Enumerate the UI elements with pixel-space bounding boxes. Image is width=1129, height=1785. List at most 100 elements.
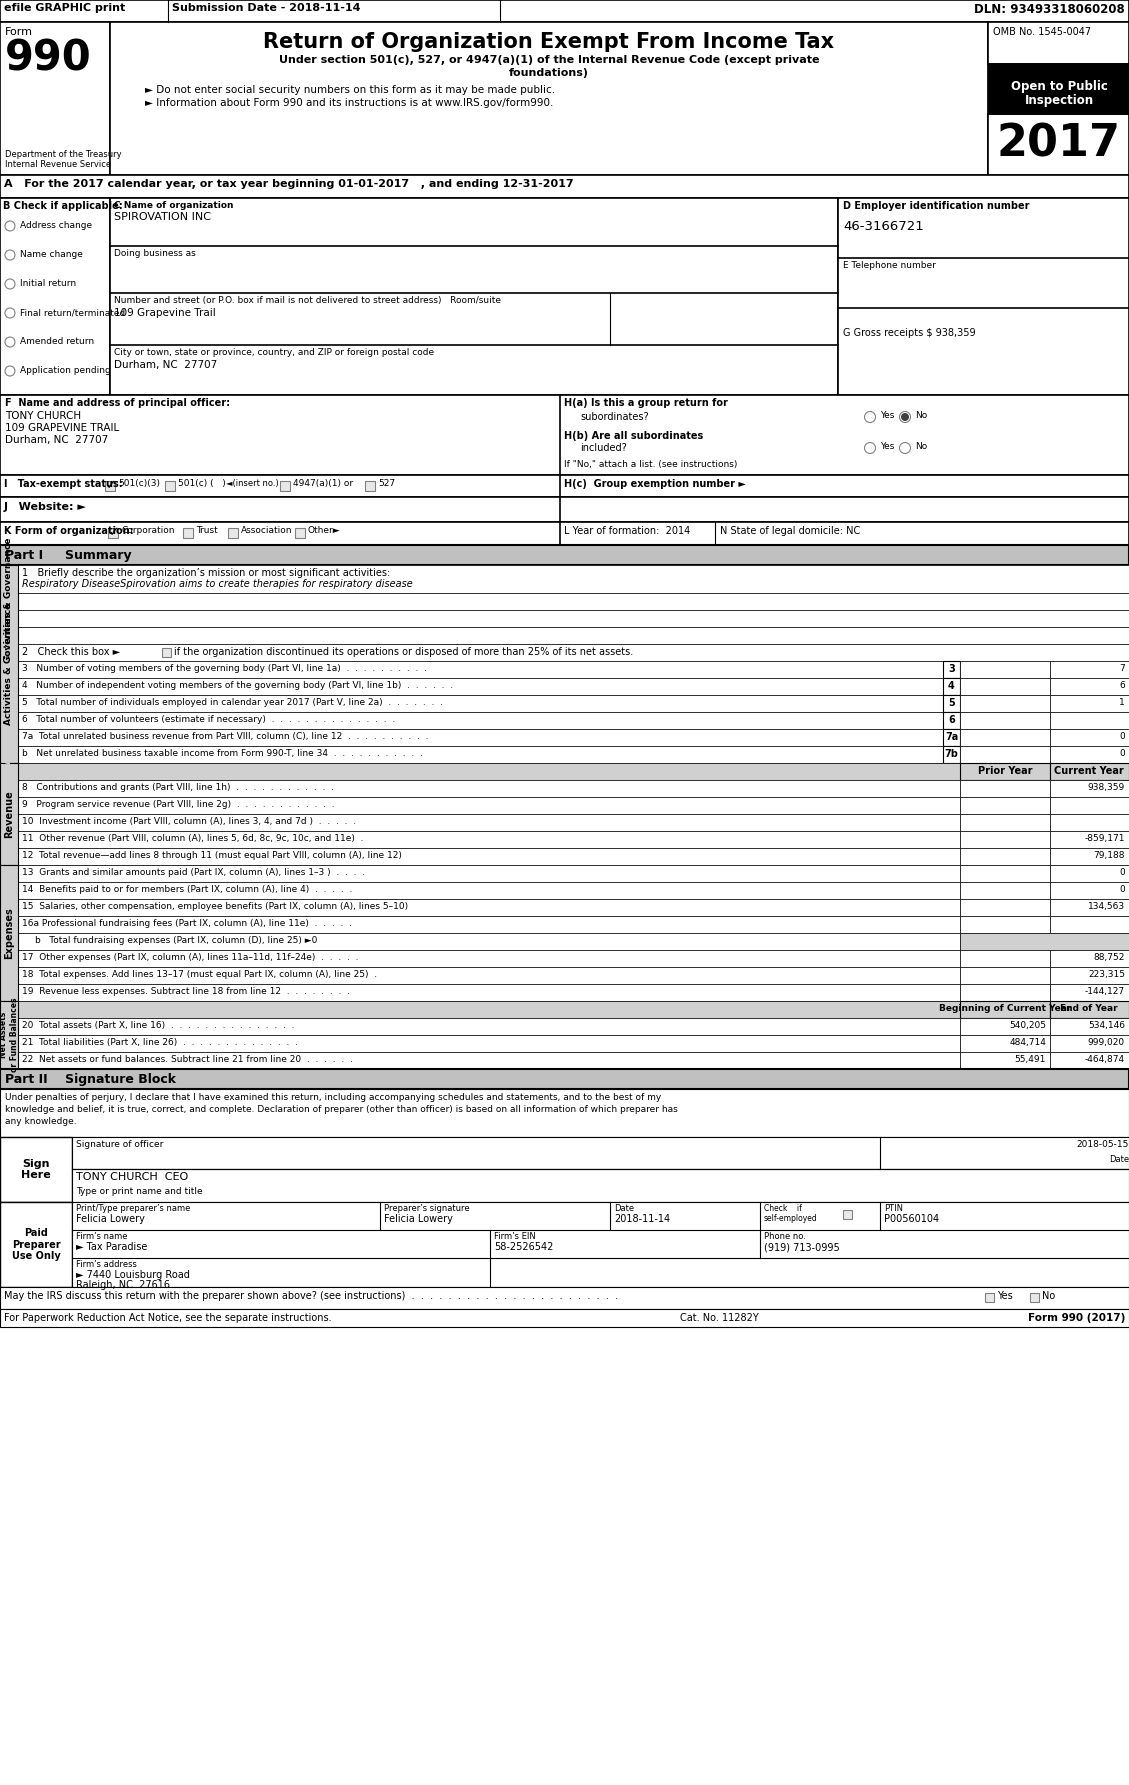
Text: Department of the Treasury: Department of the Treasury bbox=[5, 150, 122, 159]
Text: Corporation: Corporation bbox=[121, 527, 175, 535]
Text: 18  Total expenses. Add lines 13–17 (must equal Part IX, column (A), line 25)  .: 18 Total expenses. Add lines 13–17 (must… bbox=[21, 969, 377, 978]
Bar bbox=[0, 1287, 1129, 1308]
Text: 6: 6 bbox=[948, 716, 955, 725]
Text: 5: 5 bbox=[948, 698, 955, 709]
Bar bbox=[183, 528, 193, 537]
Bar bbox=[72, 1201, 1129, 1287]
Text: ◄(insert no.): ◄(insert no.) bbox=[226, 478, 279, 487]
Bar bbox=[960, 882, 1050, 900]
Text: 990: 990 bbox=[5, 37, 91, 79]
Text: No: No bbox=[914, 443, 927, 452]
Bar bbox=[960, 916, 1050, 934]
Bar bbox=[1050, 984, 1129, 1001]
Bar bbox=[0, 866, 18, 1001]
Text: May the IRS discuss this return with the preparer shown above? (see instructions: May the IRS discuss this return with the… bbox=[5, 1291, 618, 1301]
Text: J   Website: ►: J Website: ► bbox=[5, 502, 87, 512]
Text: Raleigh, NC  27616: Raleigh, NC 27616 bbox=[76, 1280, 170, 1291]
Text: Felicia Lowery: Felicia Lowery bbox=[384, 1214, 453, 1225]
Text: efile GRAPHIC print: efile GRAPHIC print bbox=[5, 4, 125, 12]
Bar bbox=[0, 1308, 1129, 1326]
Circle shape bbox=[902, 414, 909, 419]
Bar bbox=[0, 21, 110, 175]
Text: 2   Check this box ►: 2 Check this box ► bbox=[21, 646, 120, 657]
Text: Firm’s name: Firm’s name bbox=[76, 1232, 128, 1241]
Bar bbox=[0, 175, 1129, 198]
Text: 484,714: 484,714 bbox=[1009, 1039, 1045, 1048]
Text: 7: 7 bbox=[1119, 664, 1124, 673]
Text: Paid
Preparer
Use Only: Paid Preparer Use Only bbox=[11, 1228, 60, 1260]
Bar bbox=[1050, 848, 1129, 866]
Text: 22  Net assets or fund balances. Subtract line 21 from line 20  .  .  .  .  .  .: 22 Net assets or fund balances. Subtract… bbox=[21, 1055, 353, 1064]
Text: 0: 0 bbox=[1119, 732, 1124, 741]
Text: Address change: Address change bbox=[20, 221, 93, 230]
Text: 88,752: 88,752 bbox=[1094, 953, 1124, 962]
Bar bbox=[1050, 1051, 1129, 1069]
Text: Net Assets
or Fund Balances: Net Assets or Fund Balances bbox=[0, 998, 19, 1073]
Bar bbox=[1050, 694, 1129, 712]
Text: Cat. No. 11282Y: Cat. No. 11282Y bbox=[680, 1314, 759, 1323]
Text: 527: 527 bbox=[378, 478, 395, 487]
Text: if the organization discontinued its operations or disposed of more than 25% of : if the organization discontinued its ope… bbox=[174, 646, 633, 657]
Text: 7a: 7a bbox=[945, 732, 959, 743]
Bar bbox=[0, 1137, 72, 1201]
Bar bbox=[960, 1017, 1050, 1035]
Text: 3   Number of voting members of the governing body (Part VI, line 1a)  .  .  .  : 3 Number of voting members of the govern… bbox=[21, 664, 427, 673]
Text: TONY CHURCH: TONY CHURCH bbox=[5, 411, 81, 421]
Text: PTIN: PTIN bbox=[884, 1205, 903, 1214]
Text: P00560104: P00560104 bbox=[884, 1214, 939, 1225]
Text: Revenue: Revenue bbox=[5, 791, 14, 837]
Bar bbox=[943, 660, 960, 678]
Text: 1   Briefly describe the organization’s mission or most significant activities:: 1 Briefly describe the organization’s mi… bbox=[21, 568, 391, 578]
Text: Yes: Yes bbox=[879, 411, 894, 419]
Text: 8   Contributions and grants (Part VIII, line 1h)  .  .  .  .  .  .  .  .  .  . : 8 Contributions and grants (Part VIII, l… bbox=[21, 784, 334, 793]
Bar bbox=[72, 1169, 1129, 1201]
Bar bbox=[960, 694, 1050, 712]
Text: 19  Revenue less expenses. Subtract line 18 from line 12  .  .  .  .  .  .  .  .: 19 Revenue less expenses. Subtract line … bbox=[21, 987, 350, 996]
Text: b   Total fundraising expenses (Part IX, column (D), line 25) ►0: b Total fundraising expenses (Part IX, c… bbox=[35, 935, 317, 944]
Text: b   Net unrelated business taxable income from Form 990-T, line 34  .  .  .  .  : b Net unrelated business taxable income … bbox=[21, 750, 423, 759]
Text: Check    if
self-employed: Check if self-employed bbox=[764, 1205, 817, 1223]
Text: Date: Date bbox=[1109, 1155, 1129, 1164]
Text: No: No bbox=[914, 411, 927, 419]
Text: 4947(a)(1) or: 4947(a)(1) or bbox=[294, 478, 353, 487]
Text: Prior Year: Prior Year bbox=[978, 766, 1032, 776]
Text: Trust: Trust bbox=[196, 527, 218, 535]
Text: SPIROVATION INC: SPIROVATION INC bbox=[114, 212, 211, 221]
Text: DLN: 93493318060208: DLN: 93493318060208 bbox=[974, 4, 1124, 16]
Text: Open to Public: Open to Public bbox=[1010, 80, 1108, 93]
Text: Yes: Yes bbox=[997, 1291, 1013, 1301]
Text: 501(c) (   ): 501(c) ( ) bbox=[178, 478, 226, 487]
Text: Activities & Governance: Activities & Governance bbox=[5, 643, 14, 764]
Text: 4: 4 bbox=[948, 682, 955, 691]
Bar bbox=[1050, 1001, 1129, 1017]
Bar bbox=[1050, 678, 1129, 694]
Bar bbox=[960, 1051, 1050, 1069]
Bar bbox=[365, 480, 375, 491]
Text: ► Tax Paradise: ► Tax Paradise bbox=[76, 1242, 148, 1251]
Bar bbox=[18, 832, 960, 848]
Bar bbox=[18, 627, 1129, 644]
Text: 79,188: 79,188 bbox=[1094, 851, 1124, 860]
Text: 15  Salaries, other compensation, employee benefits (Part IX, column (A), lines : 15 Salaries, other compensation, employe… bbox=[21, 901, 408, 910]
Bar bbox=[960, 984, 1050, 1001]
Text: Other►: Other► bbox=[308, 527, 341, 535]
Text: ✓: ✓ bbox=[107, 527, 119, 539]
Bar bbox=[988, 21, 1129, 64]
Text: H(c)  Group exemption number ►: H(c) Group exemption number ► bbox=[564, 478, 746, 489]
Text: 13  Grants and similar amounts paid (Part IX, column (A), lines 1–3 )  .  .  .  : 13 Grants and similar amounts paid (Part… bbox=[21, 868, 365, 876]
Text: Expenses: Expenses bbox=[5, 907, 14, 959]
Text: Doing business as: Doing business as bbox=[114, 248, 195, 259]
Text: 2018-05-15: 2018-05-15 bbox=[1077, 1141, 1129, 1150]
Text: 109 GRAPEVINE TRAIL: 109 GRAPEVINE TRAIL bbox=[5, 423, 120, 434]
Bar bbox=[0, 1201, 72, 1287]
Bar bbox=[960, 1001, 1050, 1017]
Text: Activities & Governance: Activities & Governance bbox=[5, 603, 14, 725]
Bar bbox=[0, 521, 1129, 544]
Bar bbox=[1050, 832, 1129, 848]
Bar bbox=[943, 746, 960, 762]
Text: Under penalties of perjury, I declare that I have examined this return, includin: Under penalties of perjury, I declare th… bbox=[5, 1092, 662, 1101]
Bar bbox=[0, 1069, 1129, 1089]
Bar bbox=[18, 984, 960, 1001]
Bar bbox=[105, 480, 115, 491]
Text: Preparer’s signature: Preparer’s signature bbox=[384, 1205, 470, 1214]
